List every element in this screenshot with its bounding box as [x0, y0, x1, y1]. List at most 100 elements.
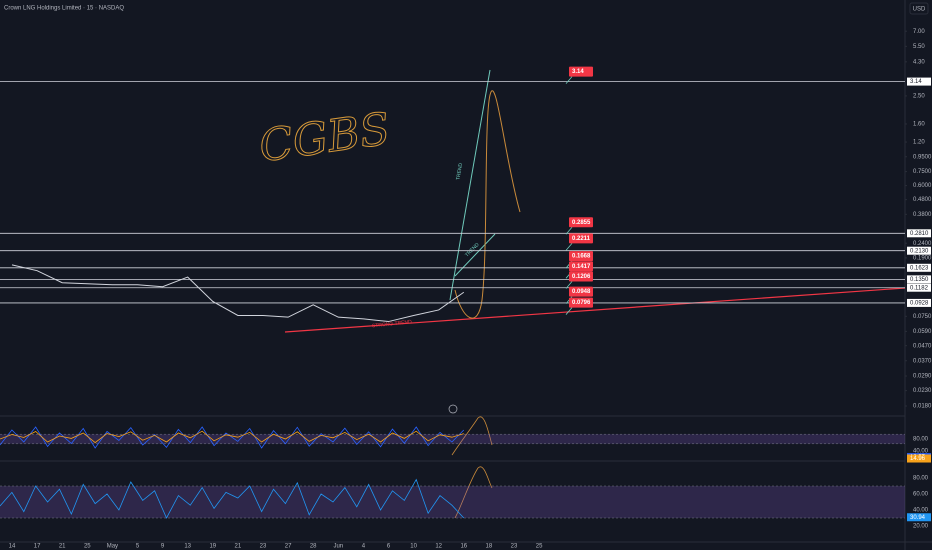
oscillator-tick-label: 80.00: [913, 476, 929, 482]
last-value-box: [907, 454, 931, 463]
tag-box: [569, 66, 593, 77]
level-box: [907, 263, 931, 272]
currency: USD: [913, 7, 926, 13]
projection-curve: [454, 90, 521, 319]
x-tick-label: 9: [161, 544, 165, 550]
tag-box: [569, 261, 593, 272]
oscillator-tick-label: 20.00: [913, 524, 929, 530]
oscillator-tick-label: 40.00: [913, 508, 929, 514]
trend-line: [449, 69, 491, 301]
trend-label: STRONG TREND: [372, 319, 413, 329]
level-label: 0.2810: [910, 231, 929, 237]
y-tick-label: 1.60: [913, 122, 925, 128]
y-tick-label: 0.0750: [913, 314, 932, 320]
tag-pin: [565, 307, 573, 315]
x-tick-label: 25: [536, 544, 543, 550]
tag-box: [569, 217, 593, 228]
y-tick-label: 4.30: [913, 59, 925, 65]
indicator-marker[interactable]: [448, 404, 458, 414]
y-tick-label: 0.3800: [913, 212, 932, 218]
tag-label: 0.1206: [572, 274, 591, 280]
tag-pin: [565, 227, 573, 235]
x-tick-label: Jun: [333, 544, 343, 550]
x-tick-label: 6: [387, 544, 391, 550]
tag-label: 3.14: [572, 69, 584, 75]
oscillator-tick-label: 60.00: [913, 492, 929, 498]
projection-curve: [454, 466, 493, 519]
x-tick-label: 4: [362, 544, 366, 550]
tag-box: [569, 233, 593, 244]
currency-box[interactable]: [909, 2, 929, 15]
x-tick-label: 28: [310, 544, 317, 550]
x-tick-label: 21: [59, 544, 66, 550]
tag-pin: [565, 243, 573, 251]
y-tick-label: 0.6000: [913, 183, 932, 189]
tag-box: [569, 286, 593, 297]
tag-label: 0.0948: [572, 289, 591, 295]
x-tick-label: 16: [460, 544, 467, 550]
y-tick-label: 2.50: [913, 93, 925, 99]
x-tick-label: 10: [410, 544, 417, 550]
strong-trend-line: [284, 287, 906, 333]
oscillator-band: [0, 434, 905, 444]
trend-line: [454, 233, 496, 277]
y-tick-label: 0.0290: [913, 374, 932, 380]
y-tick-label: 0.4800: [913, 197, 932, 203]
y-tick-label: 0.0590: [913, 329, 932, 335]
x-tick-label: 17: [34, 544, 41, 550]
y-tick-label: 7.00: [913, 29, 925, 35]
y-tick-label: 0.2400: [913, 241, 932, 247]
tag-pin: [565, 76, 573, 84]
oscillator-line: [0, 478, 465, 519]
oscillator-line: [0, 430, 464, 444]
last-value-label: 14.96: [910, 456, 926, 462]
tag-box: [569, 251, 593, 262]
y-tick-label: 0.0370: [913, 358, 932, 364]
y-tick-label: 0.1900: [913, 255, 932, 261]
level-box: [907, 246, 931, 255]
y-tick-label: 0.0470: [913, 343, 932, 349]
tag-box: [569, 297, 593, 308]
x-tick-label: 14: [9, 544, 16, 550]
level-label: 0.0928: [910, 301, 929, 307]
tag-box: [569, 271, 593, 282]
chart-title: Crown LNG Holdings Limited · 15 · NASDAQ: [4, 6, 124, 12]
trend-label: TREND: [455, 162, 464, 180]
price-line: [11, 264, 465, 323]
oscillator-tick-label: 40.00: [913, 449, 929, 455]
oscillator-tick-label: 80.00: [913, 437, 929, 443]
level-box: [907, 77, 931, 86]
x-tick-label: 23: [260, 544, 267, 550]
y-tick-label: 0.0230: [913, 388, 932, 394]
level-label: 0.1182: [910, 285, 929, 291]
tag-label: 0.1417: [572, 264, 591, 270]
x-tick-label: 25: [84, 544, 91, 550]
level-label: 0.1623: [910, 265, 929, 271]
tag-label: 0.2211: [572, 236, 591, 242]
oscillator-band: [0, 486, 905, 518]
y-tick-label: 5.50: [913, 44, 925, 50]
level-box: [907, 229, 931, 238]
x-tick-label: 21: [235, 544, 242, 550]
x-tick-label: 13: [184, 544, 191, 550]
y-tick-label: 1.20: [913, 140, 925, 146]
level-box: [907, 298, 931, 307]
projection-curve: [451, 416, 493, 456]
tag-label: 0.2855: [572, 220, 591, 226]
x-tick-label: 12: [435, 544, 442, 550]
tag-label: 0.1668: [572, 254, 591, 260]
x-tick-label: 27: [285, 544, 292, 550]
last-value-box: [907, 513, 931, 522]
x-tick-label: 18: [486, 544, 493, 550]
level-label: 0.1350: [910, 277, 929, 283]
level-box: [907, 275, 931, 284]
tag-pin: [565, 281, 573, 289]
level-label: 3.14: [910, 79, 922, 85]
y-tick-label: 0.9500: [913, 154, 932, 160]
level-box: [907, 283, 931, 292]
tag-label: 0.0796: [572, 300, 591, 306]
x-tick-label: 19: [209, 544, 216, 550]
y-tick-label: 0.0180: [913, 404, 932, 410]
